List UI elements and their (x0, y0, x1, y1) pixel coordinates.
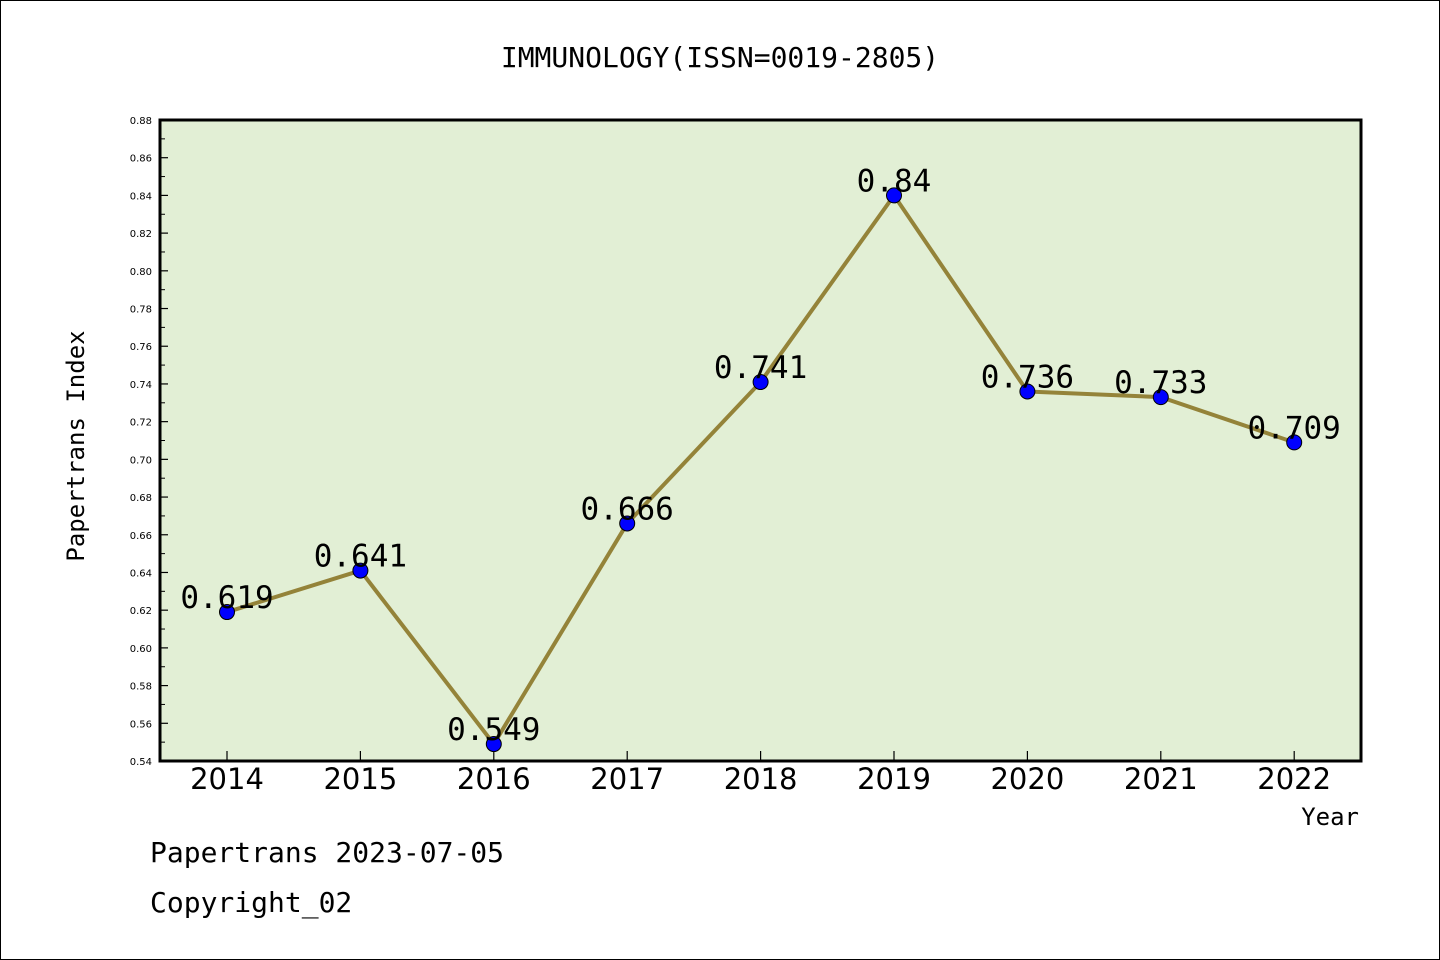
y-tick-label: 0.82 (130, 229, 152, 240)
data-label-2020: 0.736 (981, 359, 1074, 395)
data-point-2015 (352, 562, 369, 579)
x-tick-label: 2015 (323, 762, 397, 796)
data-label-2016: 0.549 (447, 712, 540, 748)
data-point-2022 (1286, 434, 1303, 451)
y-tick-label: 0.78 (130, 305, 152, 316)
data-point-2018 (752, 374, 769, 391)
y-tick-label: 0.72 (130, 418, 152, 429)
data-label-2022: 0.709 (1248, 410, 1341, 446)
data-markers (219, 187, 1303, 753)
y-tick-label: 0.80 (130, 267, 152, 278)
y-tick-label: 0.56 (130, 719, 152, 730)
x-tick-label: 2014 (190, 762, 264, 796)
data-labels: 0.619 0.641 0.549 0.666 0.741 0.84 0.736 0.733 0… (180, 163, 1341, 748)
x-axis-label: Year (1301, 803, 1359, 831)
x-tick-label: 2016 (457, 762, 531, 796)
chart-title: IMMUNOLOGY(ISSN=0019-2805) (501, 41, 939, 74)
y-tick-label: 0.60 (130, 644, 152, 655)
y-tick-label: 0.76 (130, 342, 152, 353)
y-tick-label: 0.58 (130, 682, 152, 693)
y-tick-label: 0.88 (130, 116, 152, 127)
y-tick-label: 0.84 (130, 191, 152, 202)
x-axis: 2014 2015 2016 2017 2018 2019 2020 2021 2022 (190, 751, 1331, 796)
y-tick-label: 0.86 (130, 154, 152, 165)
y-tick-label: 0.62 (130, 606, 152, 617)
y-tick-label: 0.68 (130, 493, 152, 504)
data-label-2017: 0.666 (581, 491, 674, 527)
data-point-2016 (485, 736, 502, 753)
data-point-2017 (619, 515, 636, 532)
plot-area (160, 120, 1361, 761)
data-label-2014: 0.619 (180, 580, 273, 616)
x-tick-label: 2017 (590, 762, 664, 796)
y-axis-label: Papertrans Index (62, 330, 90, 561)
data-label-2018: 0.741 (714, 350, 807, 386)
y-tick-label: 0.54 (130, 757, 152, 768)
data-point-2019 (886, 187, 902, 204)
x-tick-label: 2019 (857, 762, 931, 796)
plot-border (158, 118, 1363, 763)
x-tick-label: 2022 (1257, 762, 1331, 796)
data-label-2021: 0.733 (1114, 365, 1207, 401)
y-tick-label: 0.74 (130, 380, 152, 391)
x-tick-label: 2021 (1124, 762, 1198, 796)
footer-copyright: Copyright_02 (150, 886, 353, 919)
data-label-2015: 0.641 (314, 539, 407, 575)
data-label-2019: 0.84 (857, 163, 932, 199)
data-point-2020 (1019, 383, 1036, 400)
y-tick-label: 0.70 (130, 455, 152, 466)
data-point-2014 (219, 604, 235, 621)
y-tick-label: 0.66 (130, 531, 152, 542)
footer-date: Papertrans 2023-07-05 (150, 836, 505, 869)
x-tick-label: 2020 (990, 762, 1064, 796)
x-tick-label: 2018 (724, 762, 798, 796)
y-axis: 0.54 0.56 0.58 0.60 0.62 0.64 0.66 0.68 0.70 0.72… (130, 116, 168, 768)
y-tick-label: 0.64 (130, 568, 152, 579)
data-point-2021 (1152, 389, 1169, 406)
